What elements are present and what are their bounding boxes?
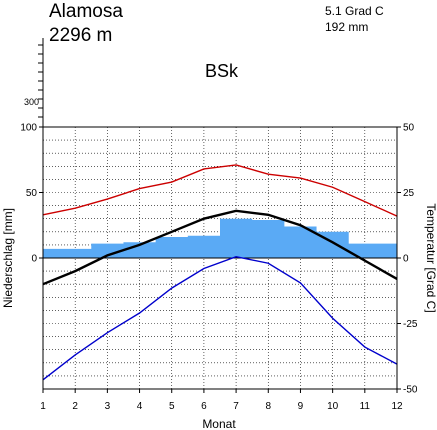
right-tick-label: -50 [403,385,418,396]
x-tick-label: 9 [298,401,304,412]
right-tick-label: 50 [403,123,415,134]
grid [43,127,397,389]
right-tick-label: -25 [403,319,418,330]
x-tick-label: 2 [72,401,78,412]
x-tick-label: 11 [360,401,371,412]
x-tick-label: 6 [201,401,207,412]
x-axis-label: Monat [202,417,236,430]
right-tick-label: 25 [403,188,415,199]
x-tick-label: 3 [105,401,111,412]
temp-mean-line [42,209,398,286]
upper-precipitation-axis: 300 [24,38,44,127]
mean-temperature-label: 5.1 Grad C [325,4,384,18]
x-tick-label: 12 [391,401,403,412]
precipitation-area [43,218,397,259]
right-axis-label: Temperatur [Grad C] [424,203,437,312]
right-tick-label: 0 [403,254,409,265]
left-tick-label: 50 [26,188,38,199]
station-name: Alamosa [49,1,123,22]
left-axis-label: Niederschlag [mm] [1,208,15,308]
upper-axis-tick-label: 300 [24,97,39,107]
x-tick-label: 10 [327,401,339,412]
x-tick-label: 4 [137,401,143,412]
x-tick-label: 8 [265,401,271,412]
temp-max-line [42,164,398,217]
station-elevation: 2296 m [49,25,112,46]
x-tick-label: 1 [40,401,46,412]
precipitation-fill [43,218,397,258]
x-tick-label: 5 [169,401,175,412]
left-tick-label: 0 [31,254,37,265]
climate-class-label: BSk [205,61,239,81]
x-tick-label: 7 [233,401,239,412]
temp-min-line [42,255,398,381]
annual-precipitation-label: 192 mm [325,20,368,34]
temperature-lines [42,164,398,381]
left-tick-label: 100 [20,123,37,134]
